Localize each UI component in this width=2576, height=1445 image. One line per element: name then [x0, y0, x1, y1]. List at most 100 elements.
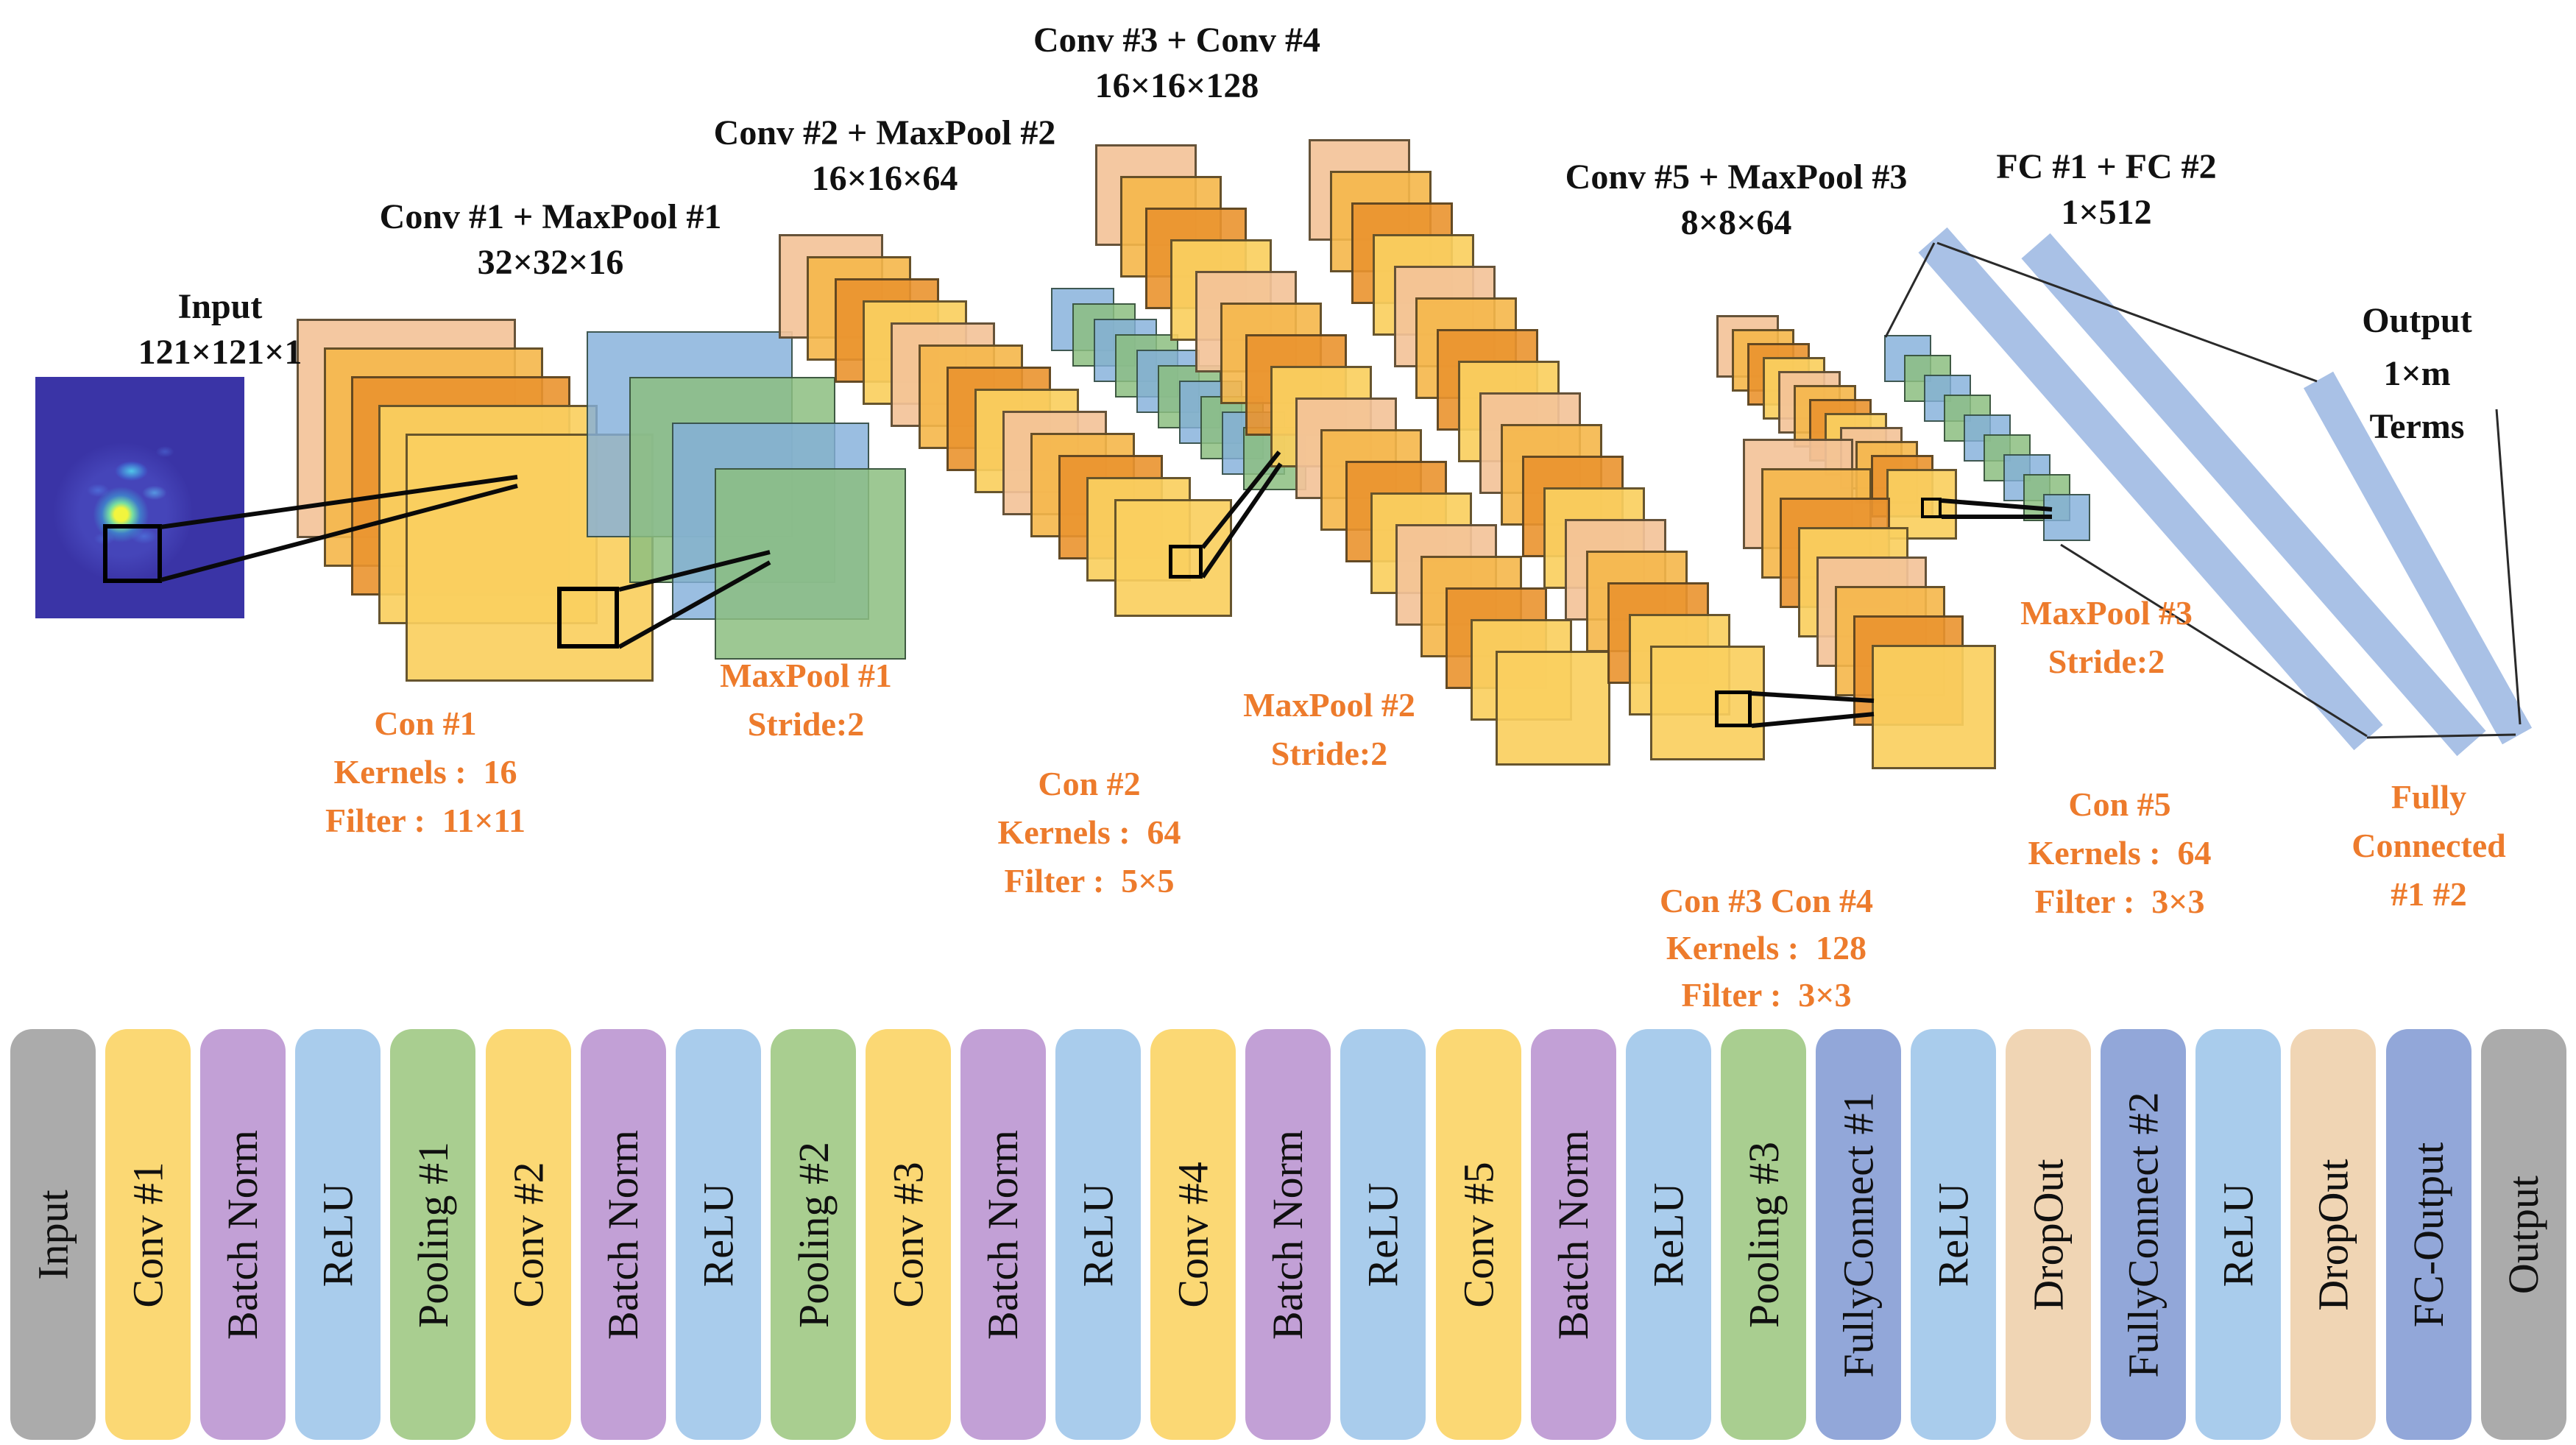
stage-heading-conv5-maxpool3: Conv #5 + MaxPool #3 8×8×64	[1565, 155, 1908, 246]
annotation-line: Filter : 11×11	[325, 802, 526, 839]
pipeline-block-label: Conv #4	[1169, 1161, 1217, 1308]
pipeline-block-label: Batch Norm	[219, 1129, 267, 1340]
annotation-line: Filter : 3×3	[2034, 883, 2205, 920]
conv3-stack-square	[1496, 651, 1610, 766]
conv2-kernel-box	[1169, 545, 1203, 579]
pipeline-block-label: Pooling #2	[789, 1141, 838, 1328]
pipeline-block-pooling-1: Pooling #1	[390, 1029, 475, 1440]
pipeline-block-batch-norm: Batch Norm	[581, 1029, 666, 1440]
stage-heading-fc1-fc2: FC #1 + FC #2 1×512	[1996, 144, 2216, 236]
pipeline-block-label: ReLU	[2214, 1182, 2262, 1287]
pipeline-block-output: Output	[2481, 1029, 2566, 1440]
pipeline-block-label: Pooling #1	[408, 1141, 457, 1328]
pipeline-block-relu: ReLU	[295, 1029, 381, 1440]
pipeline-block-label: Batch Norm	[1264, 1129, 1312, 1340]
conv5-front-stack-square	[1872, 645, 1996, 769]
stage-heading-conv1-maxpool1: Conv #1 + MaxPool #1 32×32×16	[380, 194, 722, 286]
annotation-block: Con #2 Kernels : 64 Filter : 5×5	[997, 760, 1181, 905]
annotation-block: MaxPool #3 Stride:2	[2020, 589, 2193, 686]
pipeline-block-label: Conv #5	[1454, 1161, 1503, 1308]
annotation-line: Fully	[2391, 778, 2467, 816]
annotation-block: Con #3 Con #4 Kernels : 128 Filter : 3×3	[1660, 877, 1873, 1019]
stage-heading-dims: 16×16×64	[811, 159, 958, 198]
maxpool3-stack-square	[2043, 494, 2090, 541]
stage-heading-line: Conv #2 + MaxPool #2	[713, 113, 1056, 152]
annotation-line: Kernels : 16	[333, 753, 517, 791]
maxpool1-stack-square	[715, 468, 906, 660]
pipeline-block-label: Batch Norm	[1549, 1129, 1598, 1340]
input-kernel-box	[103, 524, 162, 583]
stage-heading-dims: 8×8×64	[1680, 203, 1792, 242]
conv4-stack-square	[1650, 646, 1765, 760]
pipeline-block-fullyconnect-2: FullyConnect #2	[2101, 1029, 2186, 1440]
pipeline-block-fc-output: FC-Output	[2386, 1029, 2471, 1440]
pipeline-block-dropout: DropOut	[2006, 1029, 2091, 1440]
pipeline-block-relu: ReLU	[1626, 1029, 1711, 1440]
annotation-line: Connected	[2352, 827, 2506, 864]
annotation-line: Kernels : 64	[2028, 834, 2212, 872]
pipeline-block-conv-1: Conv #1	[105, 1029, 191, 1440]
pipeline-block-label: Pooling #3	[1739, 1141, 1788, 1328]
annotation-block: Con #1 Kernels : 16 Filter : 11×11	[325, 699, 526, 845]
pipeline-block-label: ReLU	[1074, 1182, 1122, 1287]
pipeline-block-label: ReLU	[1929, 1182, 1978, 1287]
pipeline-block-relu: ReLU	[2195, 1029, 2281, 1440]
output-line: Output	[2362, 301, 2472, 340]
annotation-line: MaxPool #1	[720, 657, 892, 694]
annotation-line: Con #1	[374, 704, 477, 742]
pipeline-block-conv-2: Conv #2	[486, 1029, 571, 1440]
stage-heading-line: Conv #3 + Conv #4	[1033, 21, 1321, 60]
annotation-line: Con #2	[1038, 765, 1141, 802]
pipeline-block-fullyconnect-1: FullyConnect #1	[1816, 1029, 1901, 1440]
pipeline-block-conv-5: Conv #5	[1436, 1029, 1521, 1440]
stage-heading-dims: 32×32×16	[477, 243, 624, 282]
stage-heading-dims: 16×16×128	[1094, 66, 1259, 105]
stage-heading-line: Conv #1 + MaxPool #1	[379, 197, 722, 236]
pipeline-block-label: ReLU	[694, 1182, 743, 1287]
pipeline-block-conv-4: Conv #4	[1150, 1029, 1236, 1440]
pipeline-block-label: Input	[29, 1189, 77, 1280]
annotation-line: Filter : 5×5	[1004, 862, 1175, 900]
pipeline-block-label: ReLU	[314, 1182, 362, 1287]
stage-heading-dims: 1×512	[2061, 193, 2152, 232]
input-dims: 121×121×1	[138, 333, 302, 372]
output-line: Terms	[2369, 407, 2465, 446]
stage-heading-conv3-conv4: Conv #3 + Conv #4 16×16×128	[1033, 18, 1320, 109]
pipeline-block-label: Conv #3	[884, 1161, 933, 1308]
annotation-line: Kernels : 128	[1666, 929, 1867, 967]
conv4-kernel-box	[1715, 690, 1752, 727]
pipeline-block-batch-norm: Batch Norm	[960, 1029, 1046, 1440]
pipeline-block-relu: ReLU	[676, 1029, 761, 1440]
pipeline-block-relu: ReLU	[1911, 1029, 1996, 1440]
pipeline-block-label: FullyConnect #2	[2119, 1091, 2168, 1378]
pipeline-block-conv-3: Conv #3	[866, 1029, 951, 1440]
pipeline-block-label: Conv #2	[504, 1161, 553, 1308]
annotation-line: MaxPool #3	[2020, 594, 2193, 632]
input-title: Input	[177, 287, 263, 326]
pipeline-block-relu: ReLU	[1055, 1029, 1141, 1440]
pipeline-block-label: Batch Norm	[979, 1129, 1027, 1340]
stage-heading-conv2-maxpool2: Conv #2 + MaxPool #2 16×16×64	[714, 110, 1056, 202]
input-label: Input 121×121×1	[138, 284, 302, 375]
pipeline-block-pooling-3: Pooling #3	[1721, 1029, 1806, 1440]
annotation-line: #1 #2	[2391, 875, 2467, 913]
pipeline-block-label: ReLU	[1644, 1182, 1693, 1287]
pipeline-block-relu: ReLU	[1340, 1029, 1426, 1440]
pipeline-block-label: Batch Norm	[599, 1129, 648, 1340]
annotation-block: MaxPool #1 Stride:2	[720, 651, 892, 749]
annotation-line: Filter : 3×3	[1681, 976, 1852, 1014]
annotation-block: Con #5 Kernels : 64 Filter : 3×3	[2028, 780, 2211, 926]
annotation-line: MaxPool #2	[1243, 686, 1415, 724]
pipeline-block-label: DropOut	[2024, 1158, 2073, 1311]
pipeline-block-batch-norm: Batch Norm	[1245, 1029, 1331, 1440]
conv5-kernel-box	[1921, 498, 1942, 518]
annotation-block: MaxPool #2 Stride:2	[1243, 681, 1415, 778]
conv1-kernel-box	[557, 587, 619, 649]
stage-heading-line: FC #1 + FC #2	[1996, 147, 2217, 186]
pipeline-block-label: Output	[2499, 1175, 2548, 1294]
pipeline-block-dropout: DropOut	[2290, 1029, 2376, 1440]
pipeline-block-input: Input	[10, 1029, 96, 1440]
annotation-line: Con #5	[2068, 785, 2171, 823]
annotation-line: Con #3 Con #4	[1659, 882, 1874, 919]
annotation-line: Kernels : 64	[997, 813, 1181, 851]
